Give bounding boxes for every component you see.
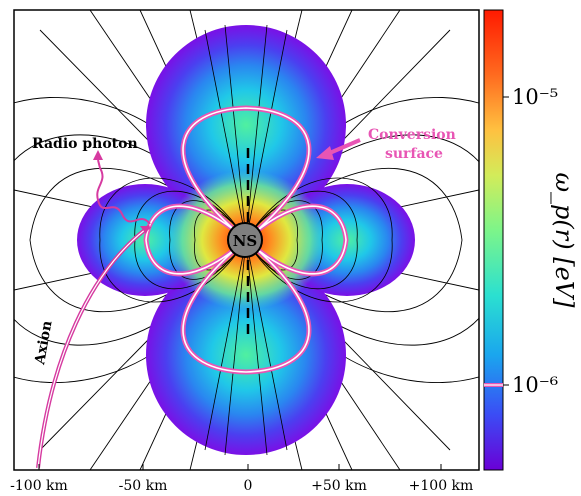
- x-tick-label: +100 km: [409, 478, 474, 494]
- colorbar-tick-label: 10⁻⁶: [512, 373, 558, 397]
- conversion-label-line1: Conversion: [368, 127, 456, 143]
- lobe-bottom: [146, 255, 346, 455]
- x-axis: -100 km -50 km 0 +50 km +100 km: [10, 464, 473, 494]
- field-lines-inner: [99, 24, 393, 456]
- axion-arrowhead: [140, 226, 150, 234]
- x-tick-label: +50 km: [311, 478, 367, 494]
- conversion-surface: [143, 105, 349, 375]
- x-tick-label: -50 km: [119, 478, 168, 494]
- colorbar-tick-label: 10⁻⁵: [512, 85, 558, 109]
- x-tick-label: 0: [244, 478, 253, 494]
- lobe-top: [146, 25, 346, 225]
- radio-photon-label: Radio photon: [32, 136, 138, 152]
- ns-label: NS: [233, 232, 258, 250]
- radio-photon-wave: [96, 159, 151, 225]
- x-tick-label: -100 km: [10, 478, 68, 494]
- conversion-label-line2: surface: [385, 146, 443, 162]
- colorbar-gradient: [483, 9, 504, 471]
- conversion-arrowhead: [316, 146, 334, 160]
- colorbar: 10⁻⁵ 10⁻⁶ ω_p(r) [eV]: [483, 9, 578, 471]
- neutron-star: [227, 222, 263, 258]
- radio-photon-arrowhead: [93, 150, 103, 160]
- axion-label: Axion: [32, 320, 56, 367]
- colorbar-title: ω_p(r) [eV]: [550, 172, 578, 308]
